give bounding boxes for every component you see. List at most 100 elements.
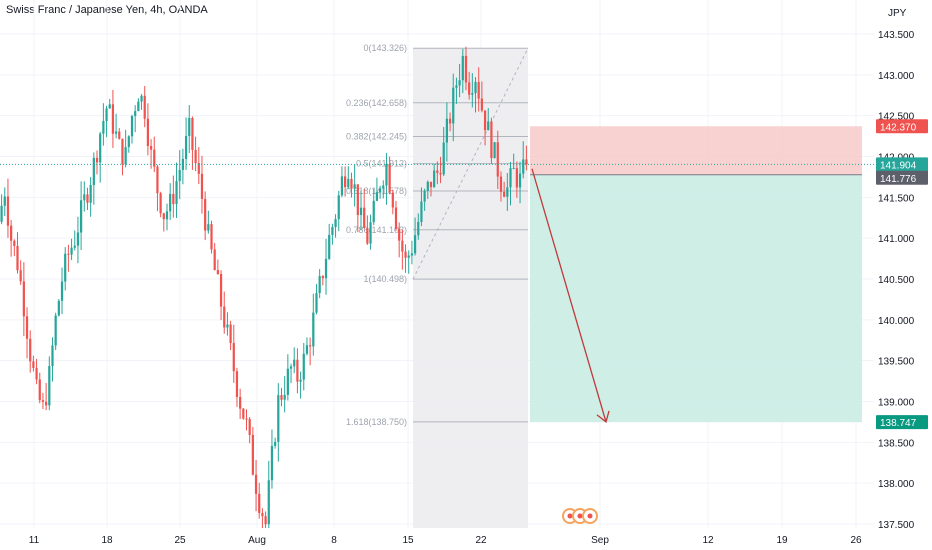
arrow-head [596,410,610,424]
candle-body [191,117,194,151]
candle-body [375,192,379,201]
candle-body [493,142,496,159]
candle-body [3,196,6,206]
price-tick-label: 143.500 [878,30,915,41]
candle-body [366,227,369,244]
price-tick-label: 139.500 [878,357,915,368]
candle-body [359,207,363,216]
candle-body [321,276,324,279]
candle-body [188,117,191,137]
price-tag-value: 142.370 [880,122,917,133]
price-tag-bg [876,170,928,185]
time-tick-label: Sep [591,535,609,546]
candle-body [35,368,38,380]
event-marker-dot [587,513,593,519]
candle-body [67,253,70,255]
price-tick-label: 141.500 [878,193,915,204]
price-tag-bg [876,119,928,134]
candle-body [378,188,382,193]
candle-body [315,293,318,313]
candle-body [280,395,283,400]
candle-body [407,255,410,258]
candle-body [401,240,404,252]
candle-body [417,221,420,236]
fib-level-label: 0(143.326) [363,43,407,53]
candle-body [242,408,245,419]
time-axis[interactable]: 11 18 25 Aug 8 15 22 Sep 12 19 26 [29,535,862,546]
time-axis-bg [0,528,932,550]
candle-body [305,345,309,354]
candle-body [140,95,143,102]
candle-body [118,131,121,139]
candle-body [105,108,108,122]
candle-body [347,178,350,188]
candle-body [181,158,185,170]
candle-body [153,149,156,167]
candle-body [426,181,429,191]
time-tick-label: 25 [174,535,186,546]
candle-body [382,185,385,189]
candle-body [48,366,51,406]
candle-body [309,345,312,347]
price-tag-bg [876,415,928,430]
candle-body [149,146,153,150]
currency-label: JPY [888,8,907,19]
candle-body [89,185,92,203]
arrow-shaft [531,168,607,423]
candle-body [172,193,175,205]
candle-body [134,111,137,117]
price-tick-label: 140.500 [878,275,915,286]
candle-body [261,512,264,517]
fib-retracement[interactable]: 0(143.326) 0.236(142.658) 0.382(142.245) 0.… [346,43,529,529]
candle-body [363,207,366,228]
candle-body [480,98,483,111]
candle-body [92,157,95,186]
candle-body [420,201,423,222]
candle-body [51,345,54,367]
candle-body [60,281,64,301]
candle-body [204,198,207,231]
candle-body [385,163,388,186]
candle-body [232,343,235,372]
candle-body [38,379,41,401]
fib-level-label: 0.382(142.245) [346,131,407,141]
candle-body [394,207,398,229]
candle-body [16,245,19,271]
candle-body [210,224,213,250]
candle-body [184,136,188,159]
price-tick-label: 138.500 [878,438,915,449]
candle-body [458,80,461,86]
projection-arrow[interactable] [531,168,610,424]
time-tick-label: 18 [101,535,113,546]
candle-body [499,176,503,192]
event-markers[interactable] [562,508,598,524]
time-tick-label: 8 [331,535,337,546]
candle-body [121,138,124,165]
candle-body [286,368,289,395]
price-tag-value: 141.776 [880,174,917,185]
candle-body [207,224,210,231]
candle-body [391,192,394,208]
short-position-tool[interactable] [530,126,862,423]
candle-body [324,258,328,279]
candle-body [54,315,57,346]
candle-body [245,418,248,420]
candle-body [270,445,274,481]
time-tick-label: 11 [29,535,40,546]
price-tick-label: 138.000 [878,479,915,490]
candle-body [108,104,111,109]
candles [0,46,528,538]
candle-body [226,324,229,328]
candle-body [340,176,344,196]
candle-body [137,101,140,112]
fib-level-label: 0.5(141.912) [356,159,407,169]
candle-body [487,121,490,131]
candle-body [283,394,286,400]
fib-level-label: 1.618(138.750) [346,417,407,427]
candle-body [455,85,458,88]
candle-body [79,200,83,233]
candle-body [165,211,169,220]
